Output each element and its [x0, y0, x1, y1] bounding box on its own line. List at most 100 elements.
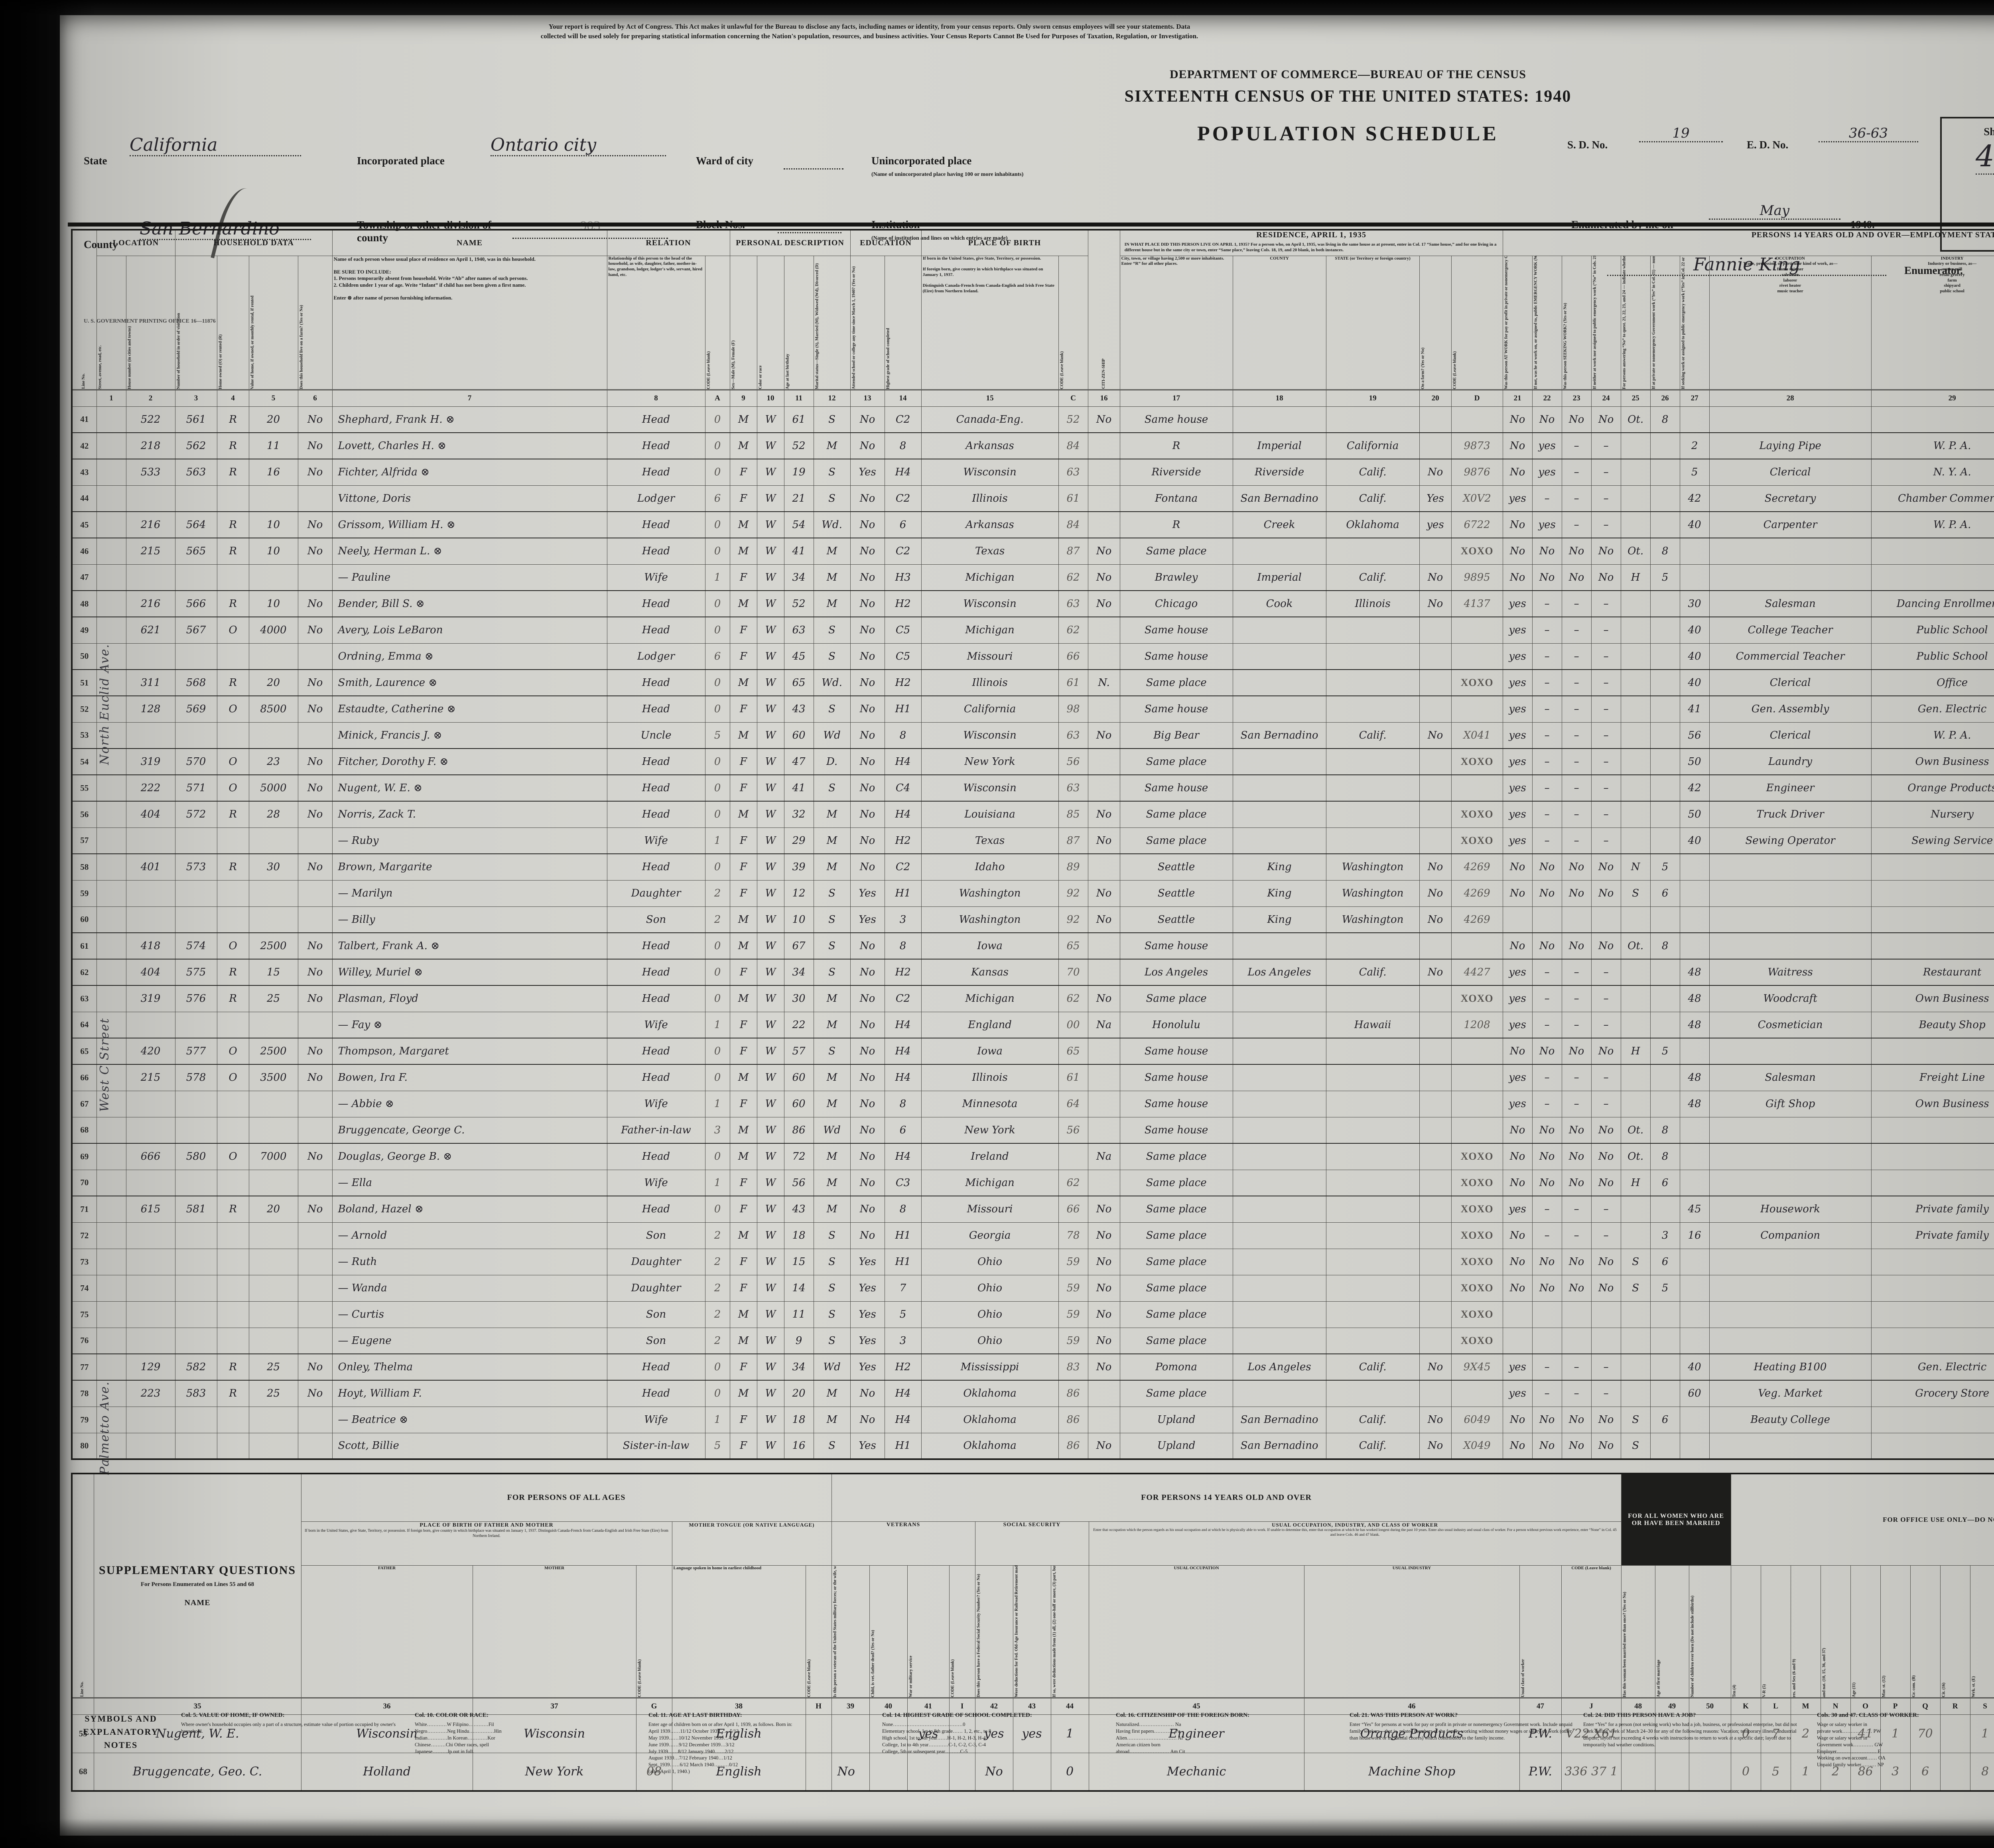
cell: Clerical [1709, 459, 1872, 486]
cell [298, 1275, 333, 1302]
cell [1419, 617, 1452, 644]
column-number: 17 [1119, 389, 1233, 407]
cell: – [1591, 643, 1621, 670]
cell: W [757, 985, 784, 1012]
cell: Fontana [1119, 485, 1233, 512]
cell: Washington [921, 880, 1059, 907]
group-name: NAME [332, 229, 607, 256]
cell: XOXO [1451, 1169, 1503, 1196]
cell: No [850, 1117, 885, 1144]
cell [298, 643, 333, 670]
cell: No [1532, 932, 1562, 959]
cell [1232, 1275, 1326, 1302]
state-value[interactable]: California [130, 135, 301, 156]
cell: Ordning, Emma ⊗ [332, 643, 607, 670]
cell: – [1532, 1011, 1562, 1038]
cell: 8 [884, 1196, 922, 1223]
cell: W [757, 1380, 784, 1407]
explanatory-notes-section: SYMBOLS AND EXPLANATORY NOTES Col. 5. VA… [71, 1712, 1994, 1775]
cell: 4269 [1451, 853, 1503, 881]
line-number: 54 [71, 748, 97, 775]
cell: – [1532, 1090, 1562, 1117]
cell: Calif. [1326, 459, 1420, 486]
cell: Calif. [1326, 1406, 1420, 1433]
cell: No [850, 511, 885, 538]
cell: Same place [1119, 1327, 1233, 1354]
cell: – [1591, 511, 1621, 538]
enumeration-month-value[interactable]: May [1709, 203, 1840, 220]
cell [1419, 406, 1452, 433]
cell: Gen. Electric [1871, 695, 1994, 723]
cell: 65 [784, 669, 814, 696]
ed-value[interactable]: 36-63 [1819, 125, 1918, 142]
table-row: 47— Pauline Wife 1 F W 34 M No H3 Michigan 62 No Bra… [71, 564, 1994, 591]
cell: No [1088, 1222, 1120, 1249]
cell: Same house [1119, 1038, 1233, 1065]
cell: No [1532, 1169, 1562, 1196]
cell: 39 [784, 853, 814, 881]
cell: No [850, 1064, 885, 1091]
cell [175, 564, 217, 591]
cell: 404 [126, 801, 175, 828]
cell: Own Business [1871, 985, 1994, 1012]
supplementary-subtitle: For Persons Enumerated on Lines 55 and 6… [140, 1581, 254, 1588]
sd-value[interactable]: 19 [1639, 125, 1723, 142]
sd-label: S. D. No. [1567, 139, 1608, 151]
column-number: 27 [1679, 389, 1710, 407]
column-number: 19 [1326, 389, 1420, 407]
explanatory-note: Col. 21. WAS THIS PERSON AT WORK? Enter “… [1350, 1712, 1573, 1742]
line-number: 58 [71, 853, 97, 881]
cell: S [1620, 1248, 1651, 1275]
cell [1620, 801, 1651, 828]
note-title: Cols. 30 and 47. CLASS OF WORKER: [1817, 1712, 1919, 1718]
cell [1650, 827, 1680, 854]
cell [1620, 774, 1651, 802]
cell: – [1532, 1353, 1562, 1381]
cell [96, 1011, 126, 1038]
table-row: 51 311 568 R 20 No Smith, Laurence ⊗ Head 0 M W 65 W… [71, 669, 1994, 696]
cell: – [1561, 827, 1592, 854]
cell: 3 [1880, 1752, 1911, 1791]
column-number: 13 [850, 389, 885, 407]
cell: Salesman [1709, 1064, 1872, 1091]
cell [126, 722, 175, 749]
cell: W [757, 748, 784, 775]
cell: XOXO [1451, 748, 1503, 775]
cell: 8500 [248, 695, 298, 723]
cell: Salesman [1709, 590, 1872, 617]
cell [1650, 1327, 1680, 1354]
cell [1679, 1038, 1710, 1065]
cell [1326, 1143, 1420, 1170]
line-number: 41 [71, 406, 97, 433]
cell: H [1620, 1038, 1651, 1065]
cell: W [757, 1406, 784, 1433]
ward-value[interactable] [784, 155, 843, 169]
cell: yes [1502, 1090, 1533, 1117]
cell: 86 [1058, 1380, 1088, 1407]
cell: San Bernadino [1232, 722, 1326, 749]
table-row: 56 404 572 R 28 No Norris, Zack T. Head 0 M W 32 M No… [71, 801, 1994, 828]
sheet-value[interactable]: 44 [1975, 139, 1994, 175]
incorporated-place-value[interactable]: Ontario city [491, 135, 666, 156]
cell: – [1561, 511, 1592, 538]
cell: W. P. A. [1871, 722, 1994, 749]
cell [1326, 1222, 1420, 1249]
col-residence-state: STATE (or Territory or foreign country) [1326, 255, 1420, 390]
cell: No [1088, 1248, 1120, 1275]
cell [1419, 1222, 1452, 1249]
cell: S [1620, 880, 1651, 907]
cell: 62 [1058, 617, 1088, 644]
cell: No [1591, 1406, 1621, 1433]
table-row: 69 666 580 O 7000 No Douglas, George B. ⊗ Head 0… [71, 1143, 1994, 1170]
cell: No [298, 511, 333, 538]
cell: 6 [1650, 1406, 1680, 1433]
cell [126, 1406, 175, 1433]
unincorporated-note: (Name of unincorporated place having 100… [871, 171, 1024, 177]
film-edge-left [0, 0, 68, 1848]
cell [248, 1248, 298, 1275]
cell [217, 564, 249, 591]
cell: M [729, 538, 757, 565]
cell: Private family [1871, 1222, 1994, 1249]
cell: 65 [1058, 932, 1088, 959]
cell [1650, 1432, 1680, 1460]
